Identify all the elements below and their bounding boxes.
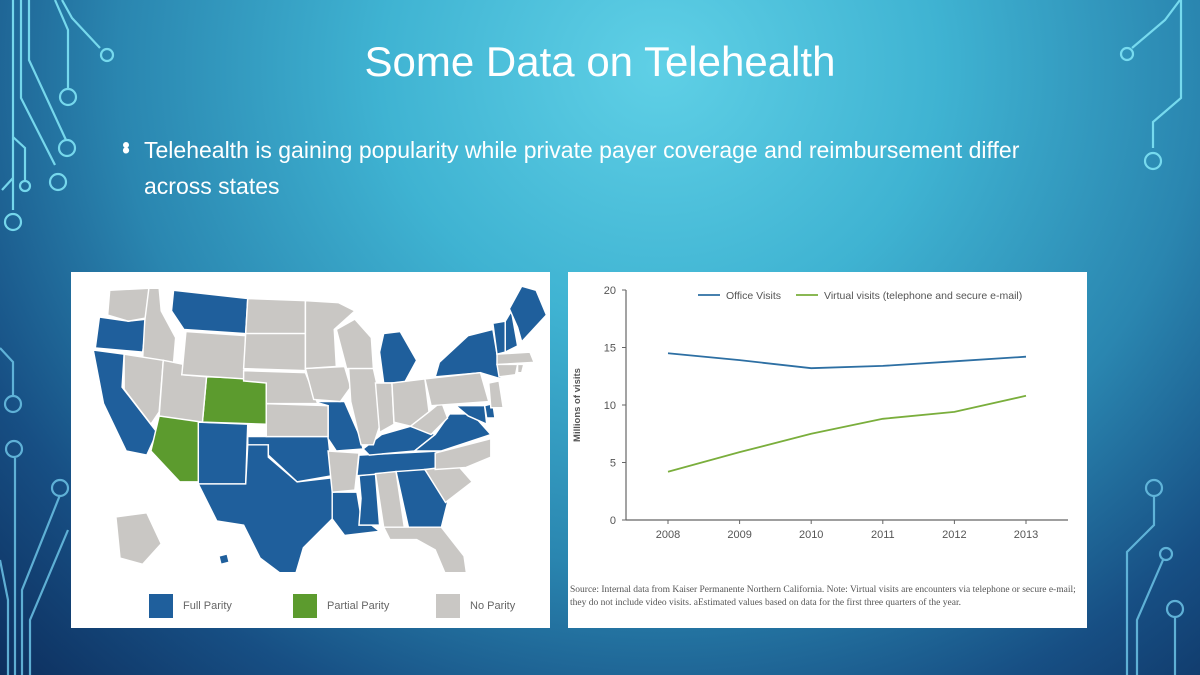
state-co	[201, 376, 268, 425]
us-parity-map	[92, 285, 548, 590]
state-me	[508, 285, 548, 344]
bullet-decoration-dot	[123, 142, 129, 148]
state-ar	[327, 450, 360, 493]
state-ok	[247, 435, 333, 483]
legend-label-1: Virtual visits (telephone and secure e-m…	[824, 290, 1022, 302]
y-axis-label: Millions of visits	[572, 368, 583, 442]
state-hi	[218, 553, 231, 566]
state-wa	[106, 287, 152, 322]
bullet-point: • Telehealth is gaining popularity while…	[122, 132, 1062, 204]
state-nc	[434, 437, 492, 471]
state-in	[374, 382, 395, 434]
x-tick-label: 2011	[871, 529, 895, 541]
state-az	[150, 415, 200, 483]
source-note: Source: Internal data from Kaiser Perman…	[570, 585, 1076, 608]
state-ri	[516, 363, 525, 374]
state-nm	[197, 421, 249, 485]
legend-swatch-full	[149, 594, 173, 618]
state-md	[453, 404, 488, 426]
state-nj	[487, 380, 505, 409]
state-il	[347, 367, 385, 446]
x-tick-label: 2013	[1014, 529, 1038, 541]
legend-swatch-partial	[293, 594, 317, 618]
state-ak	[115, 511, 163, 566]
y-tick-label: 10	[604, 400, 616, 412]
state-wy	[181, 330, 247, 380]
legend-label-0: Office Visits	[726, 290, 781, 302]
slide-title: Some Data on Telehealth	[364, 38, 836, 85]
y-tick-label: 20	[604, 285, 616, 297]
x-tick-label: 2010	[799, 529, 823, 541]
legend-label: Partial Parity	[327, 600, 390, 612]
y-tick-label: 5	[610, 458, 616, 470]
series-line-1	[667, 394, 1027, 473]
legend-no-parity: No Parity	[436, 594, 515, 618]
parity-map-panel: Full Parity Partial Parity No Parity	[71, 272, 550, 628]
state-mi	[378, 330, 418, 384]
visits-line-chart: 0 5 10 15 20 2008 2009 2010 2011 2012 2013 Millions…	[572, 285, 1068, 541]
legend-swatch-none	[436, 594, 460, 618]
state-ia	[304, 365, 352, 403]
x-tick-label: 2009	[727, 529, 751, 541]
visits-chart-panel: 0 5 10 15 20 2008 2009 2010 2011 2012 2013 Millions…	[568, 272, 1087, 628]
state-wi	[335, 318, 375, 370]
state-nv	[123, 353, 165, 426]
state-mt	[170, 289, 249, 335]
bullet-text: Telehealth is gaining popularity while p…	[144, 137, 1020, 199]
state-nh	[504, 308, 519, 354]
state-ny	[434, 328, 503, 380]
state-ct	[496, 363, 519, 378]
series-line-0	[667, 352, 1027, 370]
bullet-dot-icon: •	[122, 137, 131, 163]
state-or	[94, 316, 148, 353]
legend-full-parity: Full Parity	[149, 594, 232, 618]
legend-label: No Parity	[470, 600, 516, 612]
legend-partial-parity: Partial Parity	[293, 594, 389, 618]
state-fl	[382, 526, 469, 590]
state-sd	[242, 332, 307, 372]
y-tick-label: 0	[610, 515, 616, 527]
state-ma	[496, 351, 536, 366]
state-nd	[244, 297, 307, 335]
state-ks	[265, 402, 329, 438]
x-tick-label: 2008	[656, 529, 680, 541]
state-pa	[424, 371, 490, 407]
x-tick-label: 2012	[942, 529, 966, 541]
state-id	[141, 287, 177, 364]
state-wv	[409, 400, 449, 436]
y-tick-label: 15	[604, 343, 616, 355]
state-tx	[197, 444, 340, 585]
legend-label: Full Parity	[183, 600, 232, 612]
